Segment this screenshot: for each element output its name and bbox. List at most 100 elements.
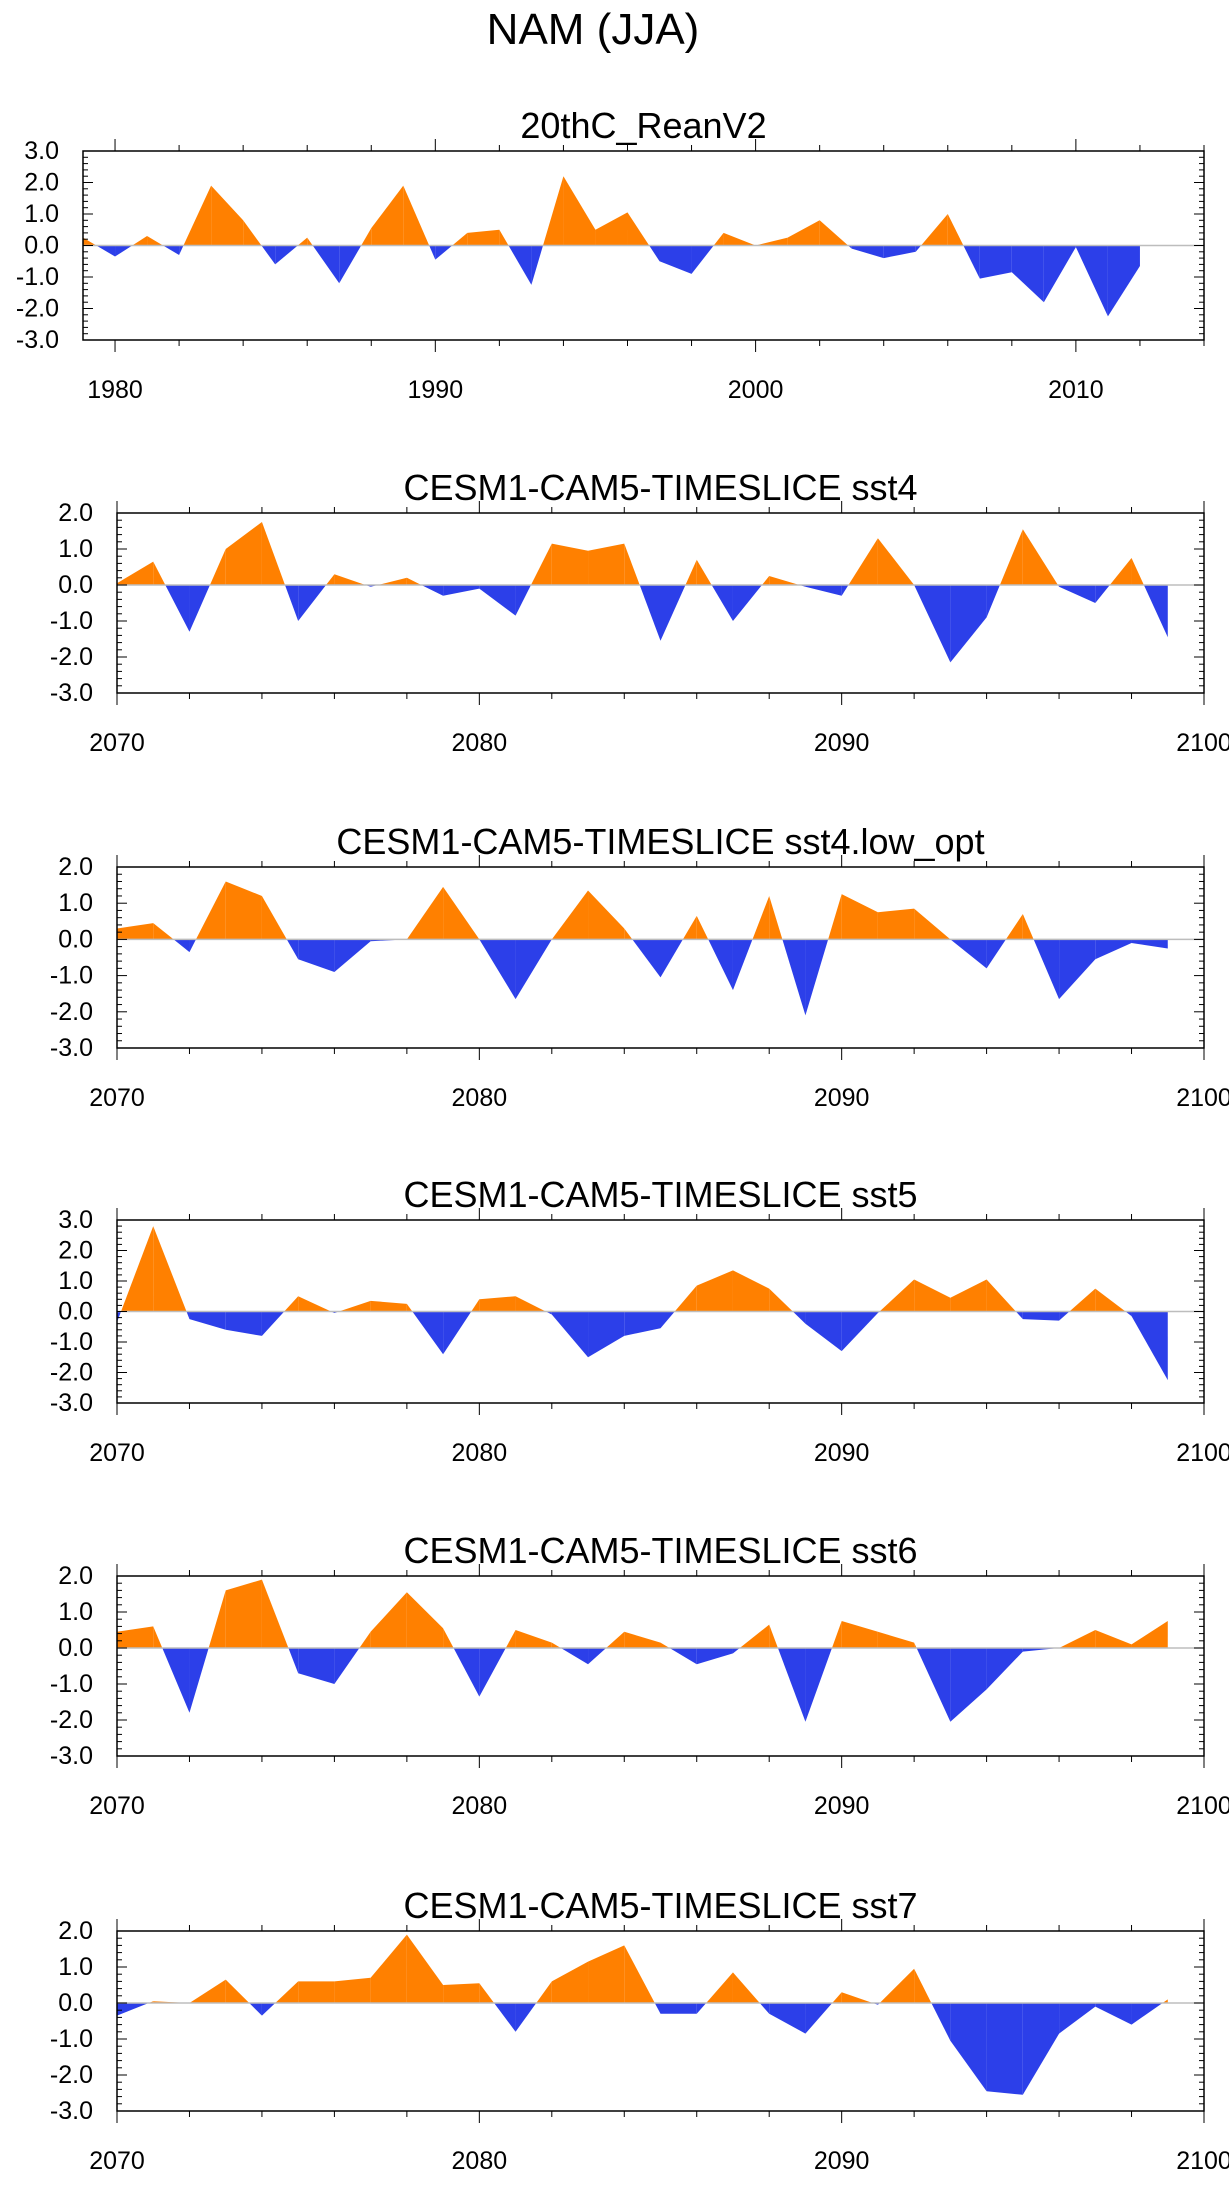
positive-area [841, 894, 878, 940]
negative-area [186, 1311, 190, 1320]
y-tick-label: 2.0 [58, 1562, 93, 1590]
negative-area [986, 585, 1000, 618]
negative-area [848, 245, 852, 249]
x-tick-label: 2080 [452, 1439, 508, 1467]
positive-area [371, 185, 404, 246]
positive-area [307, 237, 313, 246]
positive-area [563, 176, 596, 246]
positive-area [588, 890, 625, 940]
positive-area [769, 576, 800, 585]
negative-area [163, 245, 180, 255]
negative-area [1095, 585, 1110, 603]
negative-area [508, 245, 532, 285]
positive-area [370, 1592, 407, 1648]
negative-area [479, 939, 516, 1000]
negative-area [805, 2003, 833, 2034]
x-tick-label: 1980 [87, 376, 143, 404]
negative-area [950, 585, 987, 663]
negative-area [624, 1311, 661, 1336]
y-tick-label: 0.0 [24, 232, 59, 260]
x-tick-label: 2070 [89, 729, 145, 757]
negative-area [1059, 939, 1096, 1000]
negative-area [334, 1648, 360, 1684]
negative-area [931, 2003, 951, 2041]
positive-area [588, 1945, 625, 2003]
positive-area [121, 1226, 154, 1312]
negative-area [660, 1311, 675, 1329]
y-tick-label: 2.0 [58, 499, 93, 527]
x-tick-label: 2080 [452, 1792, 508, 1820]
y-tick-label: 3.0 [58, 1206, 93, 1234]
negative-area [669, 1648, 697, 1665]
negative-area [1075, 245, 1108, 317]
positive-area [1022, 914, 1034, 940]
x-tick-label: 2100 [1176, 1792, 1229, 1820]
positive-area [832, 1992, 842, 2003]
negative-area [545, 1311, 552, 1315]
positive-area [755, 237, 788, 246]
positive-area [606, 1631, 625, 1648]
negative-area [805, 1648, 832, 1722]
positive-area [848, 538, 878, 585]
negative-area [117, 2003, 149, 2016]
negative-area [412, 1311, 444, 1355]
negative-area [851, 245, 884, 259]
chart-panel: CESM1-CAM5-TIMESLICE sst7 2.0 1.0 0.0 -1.0 -2… [50, 1885, 1229, 2175]
negative-area [551, 1311, 589, 1358]
positive-area [761, 576, 770, 585]
negative-area [429, 245, 436, 260]
negative-area [1043, 245, 1076, 303]
y-tick-label: 0.0 [58, 925, 93, 953]
positive-area [443, 886, 480, 940]
y-tick-label: -2.0 [50, 998, 93, 1026]
negative-area [1143, 585, 1168, 638]
negative-area [805, 1311, 842, 1352]
y-tick-label: -3.0 [50, 2097, 93, 2125]
negative-area [1015, 1311, 1023, 1320]
y-tick-label: -1.0 [50, 1328, 93, 1356]
panel-title: CESM1-CAM5-TIMESLICE sst4.low_opt [336, 821, 984, 862]
y-tick-label: -3.0 [50, 679, 93, 707]
negative-area [1131, 1311, 1168, 1381]
y-tick-label: -1.0 [50, 607, 93, 635]
panel-title: CESM1-CAM5-TIMESLICE sst5 [403, 1174, 917, 1215]
positive-area [225, 1579, 262, 1648]
positive-area [452, 232, 468, 246]
y-tick-label: -3.0 [50, 1389, 93, 1417]
positive-area [914, 1279, 951, 1312]
positive-area [999, 529, 1023, 585]
negative-area [1022, 1311, 1060, 1321]
negative-area [179, 245, 184, 255]
negative-area [1107, 245, 1140, 317]
negative-area [691, 245, 714, 274]
positive-area [1109, 558, 1132, 585]
negative-area [443, 585, 480, 596]
y-tick-label: 2.0 [58, 1237, 93, 1265]
positive-area [828, 894, 842, 940]
positive-area [530, 543, 552, 585]
positive-area [211, 185, 244, 246]
positive-area [406, 1592, 444, 1648]
positive-area [1069, 1288, 1096, 1312]
x-tick-label: 2090 [814, 1084, 870, 1112]
positive-area [696, 915, 709, 940]
chart-panel: CESM1-CAM5-TIMESLICE sst4 2.0 1.0 0.0 -1.0 -2… [50, 467, 1229, 757]
negative-area [649, 245, 660, 262]
negative-area [286, 939, 299, 960]
positive-area [225, 522, 262, 585]
positive-area [406, 1934, 444, 2003]
negative-area [696, 1648, 733, 1665]
positive-area [819, 220, 849, 246]
x-tick-label: 2100 [1176, 1439, 1229, 1467]
negative-area [1125, 1311, 1132, 1317]
negative-area [173, 939, 190, 953]
negative-area [659, 245, 692, 274]
negative-area [660, 2003, 697, 2014]
positive-area [1131, 1621, 1168, 1648]
x-tick-label: 2070 [89, 1439, 145, 1467]
negative-area [769, 2003, 806, 2034]
positive-area [117, 561, 154, 585]
negative-area [531, 245, 544, 285]
positive-area [543, 176, 564, 246]
